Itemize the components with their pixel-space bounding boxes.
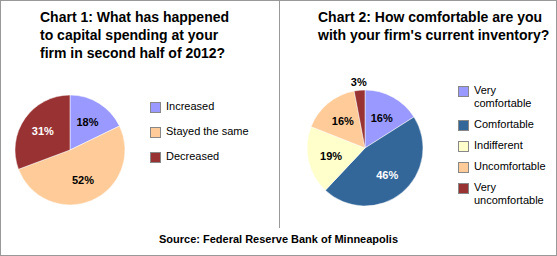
html-text:Indifferent: Indifferent xyxy=(474,139,523,151)
svg-text:46%: 46% xyxy=(376,169,398,181)
html-text:Very comfortable: Very comfortable xyxy=(474,84,532,109)
svg-text:31%: 31% xyxy=(32,125,54,137)
html-text:Increased: Increased xyxy=(166,100,215,112)
svg-text:18%: 18% xyxy=(77,116,99,128)
html-text:Decreased: Decreased xyxy=(166,150,220,162)
svg-text:19%: 19% xyxy=(320,150,342,162)
svg-text:3%: 3% xyxy=(351,78,367,88)
html-text:Comfortable: Comfortable xyxy=(474,118,534,130)
html-text:Very uncomfortable: Very uncomfortable xyxy=(474,181,544,206)
svg-text:52%: 52% xyxy=(72,174,94,186)
html-text:Chart 1: What has happened to: Chart 1: What has happened to capital sp… xyxy=(40,9,229,61)
svg-text:16%: 16% xyxy=(332,115,354,127)
html-text:Chart 2: How comfortable are y: Chart 2: How comfortable are you with yo… xyxy=(318,9,550,43)
html-text:Stayed the same: Stayed the same xyxy=(166,125,249,137)
html-text:Uncomfortable: Uncomfortable xyxy=(474,160,546,172)
html-text:Source: Federal Reserve Bank o: Source: Federal Reserve Bank of Minneapo… xyxy=(159,233,398,245)
svg-text:16%: 16% xyxy=(371,112,393,124)
